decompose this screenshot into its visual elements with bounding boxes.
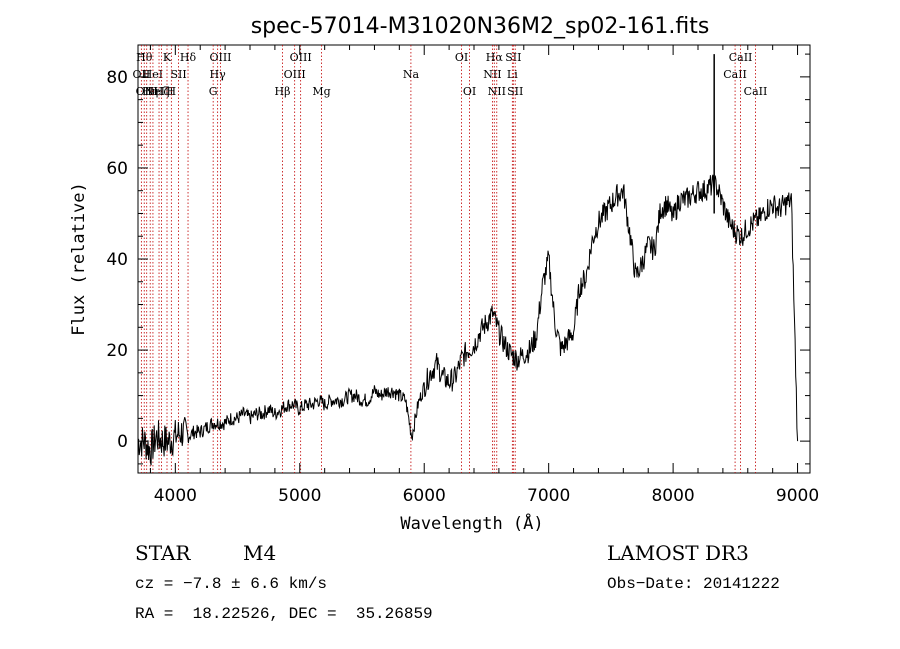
line-marker-label: SII [507, 85, 523, 98]
line-marker-label: OIII [290, 51, 312, 64]
line-marker-label: CaII [723, 68, 747, 81]
line-marker-label: Hζ [154, 85, 170, 98]
line-marker-label: Na [403, 68, 420, 81]
line-marker-label: Hη [142, 85, 158, 98]
line-marker-label: OIII [284, 68, 306, 81]
coordinates: RA = 18.22526, DEC = 35.26859 [135, 605, 433, 623]
line-marker-label: NII [483, 68, 501, 81]
emission-line-markers: OIIHθOIIIHηHeINeIIIHζKHSIIHδGHγOIIIHβOII… [133, 45, 768, 473]
line-marker-label: Mg [312, 85, 330, 98]
y-tick-label: 0 [117, 432, 128, 452]
line-marker-label: Li [507, 68, 518, 81]
line-marker-label: OI [463, 85, 476, 98]
line-marker-label: SII [170, 68, 186, 81]
y-tick-label: 60 [106, 159, 128, 179]
y-tick-label: 20 [106, 341, 128, 361]
line-marker-label: HeI [143, 68, 163, 81]
line-marker-label: OII [133, 68, 151, 81]
line-marker-label: CaII [744, 85, 768, 98]
line-marker-label: G [209, 85, 218, 98]
survey-name: LAMOST DR3 [607, 541, 749, 565]
x-tick-label: 6000 [403, 486, 446, 506]
y-axis-label: Flux (relative) [69, 182, 89, 336]
line-marker-label: CaII [729, 51, 753, 64]
line-marker-label: OI [455, 51, 468, 64]
plot-frame [137, 44, 811, 474]
line-marker-label: Hδ [180, 51, 197, 64]
line-marker-label: H [167, 85, 177, 98]
line-marker-label: OIII [136, 85, 158, 98]
redshift-velocity: cz = −7.8 ± 6.6 km/s [135, 575, 328, 593]
line-marker-label: SII [505, 51, 521, 64]
line-marker-label: Hβ [275, 85, 291, 98]
x-tick-label: 7000 [527, 486, 570, 506]
x-tick-label: 9000 [776, 486, 819, 506]
y-tick-label: 80 [106, 68, 128, 88]
object-subclass: M4 [243, 541, 277, 565]
line-marker-label: NeIII [144, 85, 173, 98]
x-tick-label: 4000 [154, 486, 197, 506]
chart-title: spec-57014-M31020N36M2_sp02-161.fits [251, 14, 710, 39]
observation-date: Obs−Date: 20141222 [607, 575, 780, 593]
axes: 4000 5000 6000 7000 8000 9000 0 20 40 60 80 [106, 45, 819, 506]
line-marker-label: K [163, 51, 172, 64]
spectrum-series [137, 54, 799, 466]
x-tick-label: 8000 [651, 486, 694, 506]
line-marker-label: Hα [486, 51, 504, 64]
x-axis-label: Wavelength (Å) [400, 512, 543, 534]
line-marker-label: Hγ [210, 68, 227, 81]
x-tick-label: 5000 [278, 486, 321, 506]
object-class: STAR [135, 541, 191, 565]
y-tick-label: 40 [106, 250, 128, 270]
line-marker-label: NII [488, 85, 506, 98]
spectrum-line [137, 174, 799, 466]
line-marker-label: OIII [209, 51, 231, 64]
